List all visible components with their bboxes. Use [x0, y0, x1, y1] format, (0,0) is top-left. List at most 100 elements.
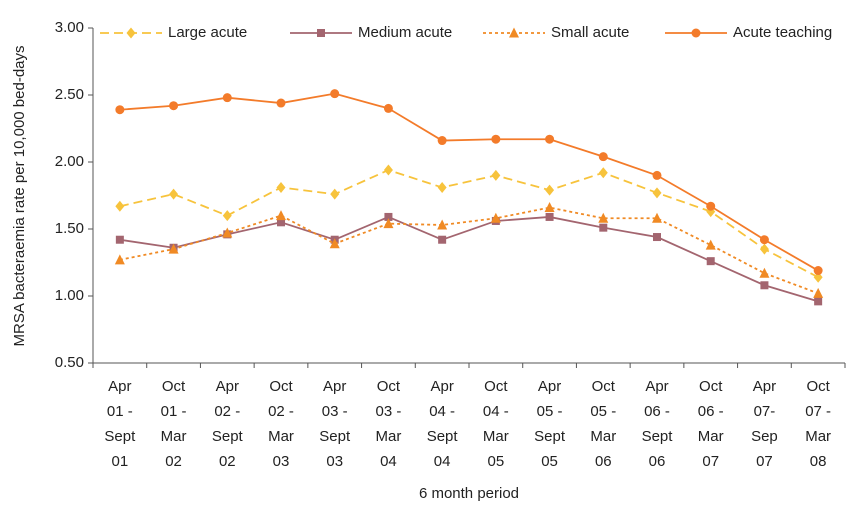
point	[276, 98, 286, 108]
x-tick-label: Mar	[268, 428, 294, 445]
point	[330, 89, 340, 99]
point	[706, 201, 716, 211]
x-tick-label: Oct	[699, 378, 723, 395]
point	[437, 219, 448, 230]
point	[544, 202, 555, 213]
point	[652, 170, 662, 180]
x-tick-label: Mar	[376, 428, 402, 445]
x-tick-label: Sept	[212, 428, 244, 445]
x-tick-label: 06 -	[644, 403, 670, 420]
point	[545, 134, 555, 144]
x-tick-label: Mar	[805, 428, 831, 445]
point	[813, 271, 823, 283]
x-tick-label: 07	[756, 453, 773, 470]
x-tick-label: Apr	[645, 378, 668, 395]
point	[276, 181, 286, 193]
x-tick-label: 06 -	[698, 403, 724, 420]
x-tick-label: Oct	[269, 378, 293, 395]
x-tick-label: Sept	[642, 428, 674, 445]
x-tick-label: Mar	[698, 428, 724, 445]
point	[490, 212, 501, 223]
x-tick-label: 05 -	[537, 403, 563, 420]
x-tick-label: 07 -	[805, 403, 831, 420]
x-tick-label: Apr	[216, 378, 239, 395]
series-line	[119, 206, 819, 295]
y-tick-label: 2.50	[55, 86, 84, 103]
point	[222, 210, 232, 222]
x-tick-label: Oct	[162, 378, 186, 395]
x-tick-label: Sept	[427, 428, 459, 445]
x-tick-label: 06	[649, 453, 666, 470]
x-tick-label: Apr	[108, 378, 131, 395]
x-tick-label: 05 -	[590, 403, 616, 420]
x-tick-label: 02 -	[214, 403, 240, 420]
point	[437, 181, 447, 193]
point	[383, 218, 394, 229]
y-tick-label: 1.00	[55, 287, 84, 304]
point	[222, 227, 233, 238]
y-axis-label: MRSA bacteraemia rate per 10,000 bed-day…	[11, 45, 28, 346]
point	[706, 257, 715, 266]
point	[691, 28, 701, 38]
point	[760, 281, 769, 290]
y-tick-label: 0.50	[55, 354, 84, 371]
point	[437, 136, 447, 146]
point	[813, 266, 823, 276]
x-tick-label: Mar	[161, 428, 187, 445]
x-tick-label: Apr	[430, 378, 453, 395]
x-tick-label: Mar	[483, 428, 509, 445]
x-tick-label: 04 -	[483, 403, 509, 420]
x-axis-label: 6 month period	[419, 485, 519, 502]
x-tick-label: 08	[810, 453, 827, 470]
x-tick-label: 02	[165, 453, 182, 470]
x-tick-label: 02 -	[268, 403, 294, 420]
x-tick-label: 04	[434, 453, 451, 470]
point	[115, 235, 124, 244]
point	[598, 152, 608, 162]
point	[277, 218, 285, 227]
x-tick-label: Apr	[538, 378, 561, 395]
point	[813, 287, 824, 298]
x-tick-label: 06	[595, 453, 612, 470]
legend-label: Medium acute	[358, 24, 452, 41]
point	[317, 29, 325, 37]
x-tick-label: Oct	[806, 378, 830, 395]
point	[491, 134, 501, 144]
point	[169, 188, 179, 200]
legend-label: Large acute	[168, 24, 247, 41]
point	[438, 235, 447, 244]
point	[383, 164, 393, 176]
x-tick-label: 03	[326, 453, 343, 470]
point	[383, 103, 393, 113]
point	[598, 212, 609, 223]
x-tick-label: Apr	[753, 378, 776, 395]
x-tick-label: 04 -	[429, 403, 455, 420]
point	[653, 233, 661, 242]
x-tick-label: 01	[112, 453, 129, 470]
point	[126, 27, 136, 39]
point	[652, 187, 662, 199]
point	[759, 235, 769, 245]
y-tick-label: 2.00	[55, 153, 84, 170]
x-tick-label: Apr	[323, 378, 346, 395]
point	[168, 243, 179, 254]
y-tick-label: 3.00	[55, 19, 84, 36]
x-tick-label: 02	[219, 453, 236, 470]
legend-label: Acute teaching	[733, 24, 832, 41]
point	[509, 27, 519, 38]
x-tick-label: Oct	[484, 378, 508, 395]
x-tick-label: 01 -	[107, 403, 133, 420]
point	[759, 267, 770, 278]
x-tick-label: Mar	[590, 428, 616, 445]
x-tick-label: 04	[380, 453, 397, 470]
x-tick-label: Sept	[104, 428, 136, 445]
x-tick-label: Sept	[319, 428, 351, 445]
point	[705, 239, 716, 250]
x-tick-label: Sep	[751, 428, 778, 445]
point	[169, 101, 179, 111]
x-tick-label: 07-	[754, 403, 776, 420]
series-line	[119, 215, 819, 303]
series-line	[119, 92, 819, 272]
point	[329, 238, 340, 249]
